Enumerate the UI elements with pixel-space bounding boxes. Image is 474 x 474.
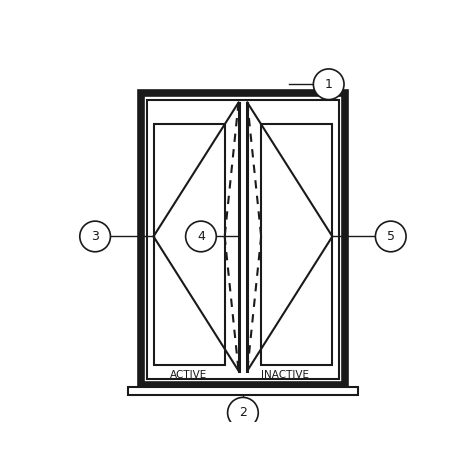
Text: ACTIVE: ACTIVE bbox=[170, 370, 208, 380]
Bar bbox=[128, 387, 358, 395]
Bar bbox=[141, 93, 345, 385]
Bar bbox=[147, 100, 338, 379]
Circle shape bbox=[228, 397, 258, 428]
Text: INACTIVE: INACTIVE bbox=[261, 370, 309, 380]
Text: 4: 4 bbox=[197, 230, 205, 243]
Circle shape bbox=[186, 221, 216, 252]
Circle shape bbox=[375, 221, 406, 252]
Circle shape bbox=[80, 221, 110, 252]
Text: 2: 2 bbox=[239, 406, 247, 419]
Text: 3: 3 bbox=[91, 230, 99, 243]
Bar bbox=[261, 124, 332, 365]
Circle shape bbox=[313, 69, 344, 100]
Bar bbox=[154, 124, 225, 365]
Text: 5: 5 bbox=[387, 230, 395, 243]
Text: 1: 1 bbox=[325, 78, 333, 91]
